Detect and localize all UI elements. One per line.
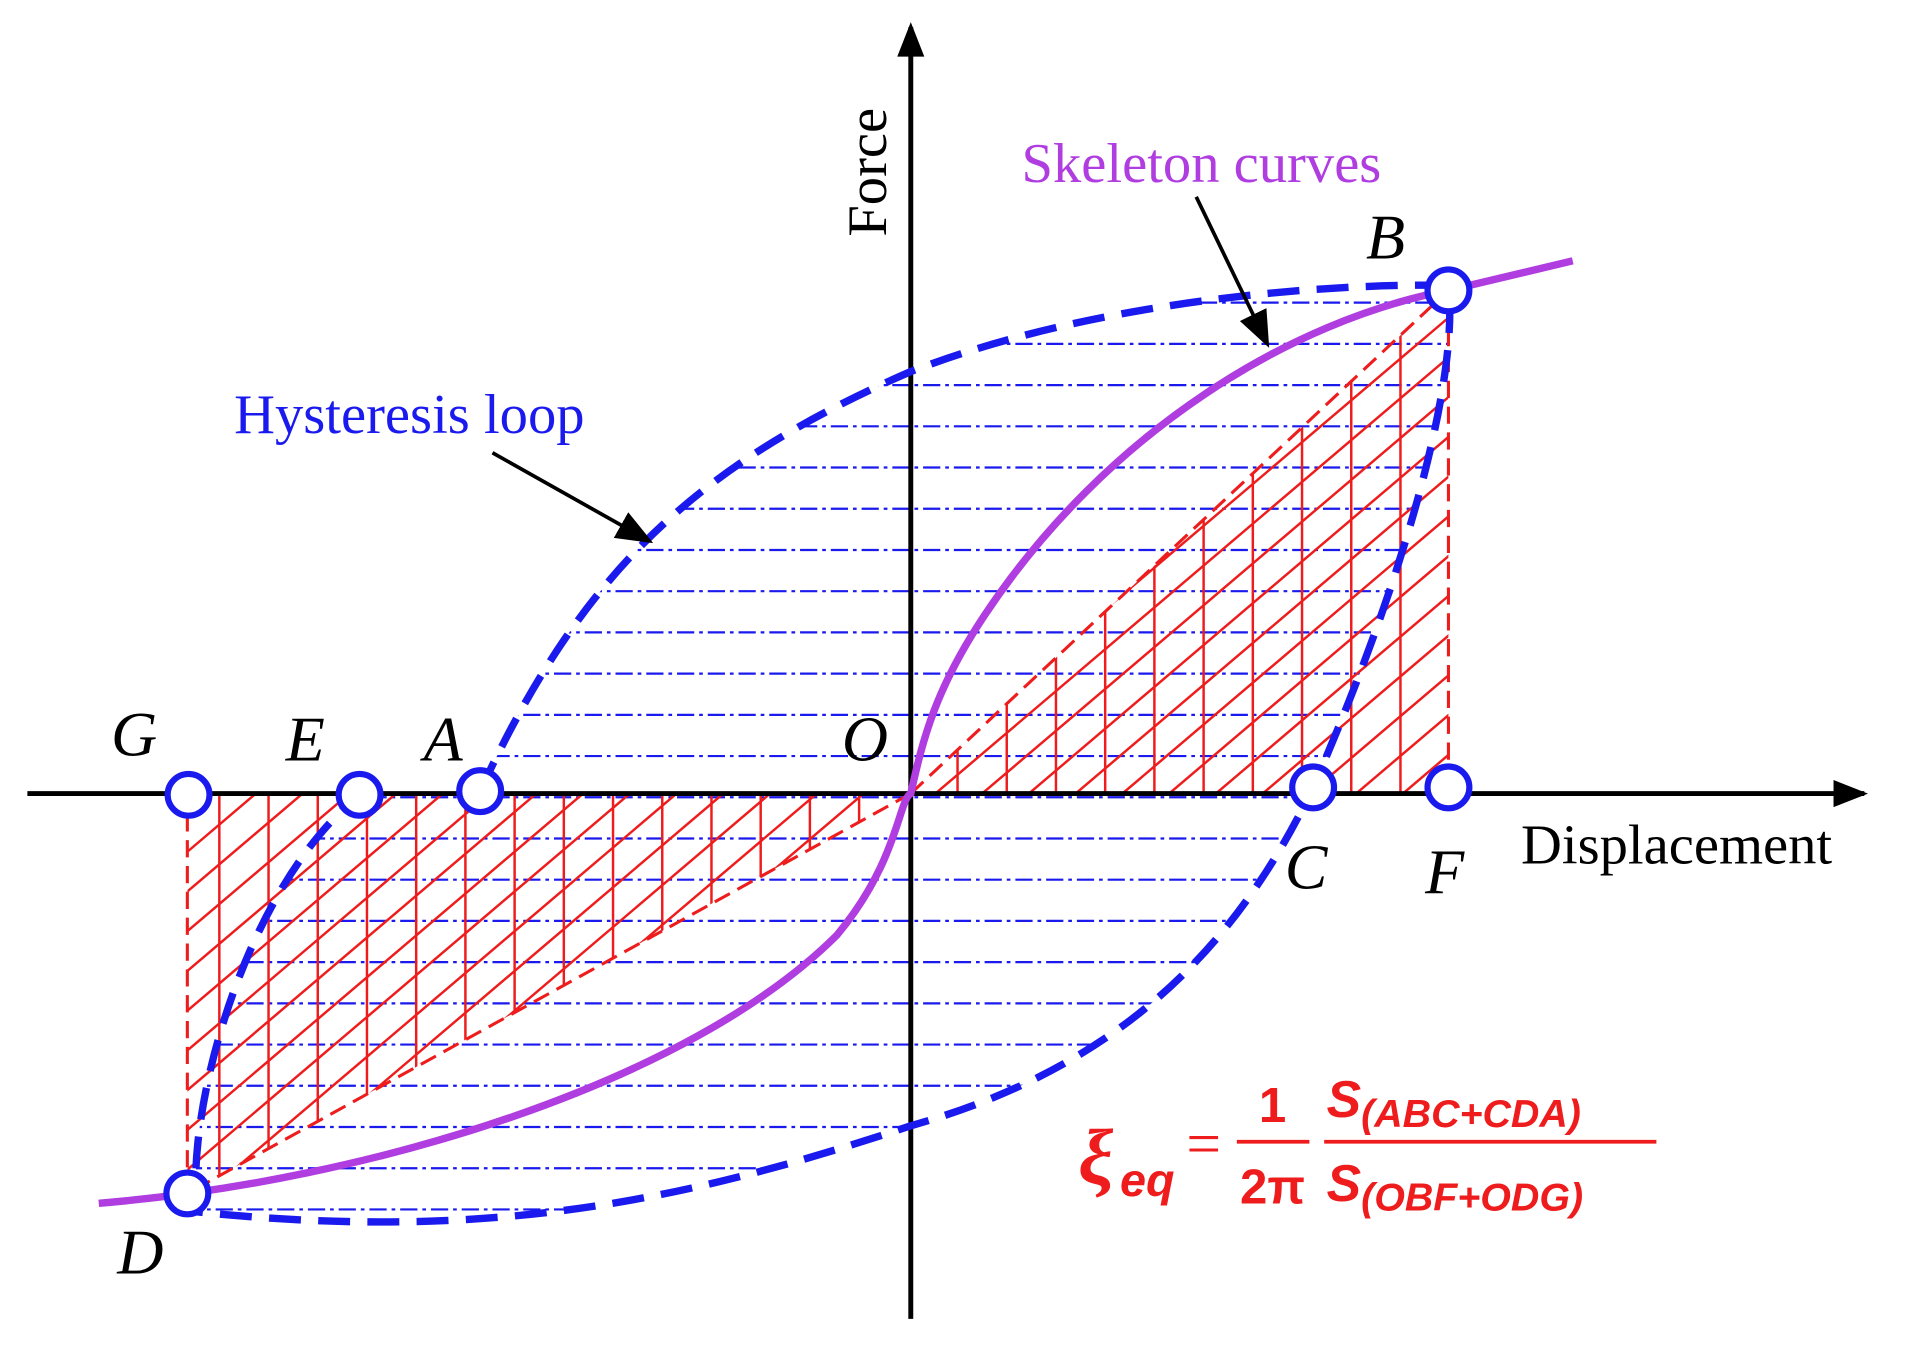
hatch-line: [0, 707, 170, 1230]
hatch-line: [234, 271, 849, 794]
denominator-sub: (OBF+ODG): [1361, 1176, 1583, 1220]
point-f: [1424, 763, 1473, 812]
hatch-line: [1028, 290, 1449, 794]
formula-numerator: S(ABC+CDA): [1327, 1070, 1581, 1136]
point-label: O: [842, 703, 888, 774]
x-arrow: [1833, 780, 1868, 808]
hatch-line: [958, 707, 1573, 1230]
point-label: G: [111, 698, 157, 769]
point-label: B: [1366, 201, 1405, 272]
denominator-s: S: [1327, 1154, 1361, 1212]
formula-equals: =: [1186, 1110, 1221, 1178]
skeleton-curve: [98, 257, 1574, 1207]
hatch-line: [1402, 290, 1449, 794]
y-arrow: [897, 22, 925, 57]
hatch-line: [1450, 271, 1920, 794]
hatch-line: [208, 793, 826, 1194]
point-a: [456, 767, 505, 816]
formula-symbol: ξ: [1078, 1115, 1113, 1202]
hatch-line: [0, 707, 123, 1230]
numerator-sub: (ABC+CDA): [1361, 1092, 1581, 1136]
hatch-line: [1308, 290, 1449, 794]
formula: ξ eq = 1 2π S(ABC+CDA) S(OBF+ODG): [1078, 1070, 1657, 1220]
hatch-line: [1543, 271, 1920, 794]
point-d: [163, 1169, 212, 1218]
hatch-line: [1590, 271, 1920, 794]
hatch-line: [348, 793, 911, 1194]
hatch-line: [187, 793, 639, 1194]
hatch-line: [1355, 290, 1449, 794]
point-label: C: [1285, 831, 1329, 902]
hatch-line: [1074, 290, 1449, 794]
skeleton-label: Skeleton curves: [1022, 133, 1382, 195]
point-g: [164, 770, 213, 819]
hatch-line: [1261, 290, 1449, 794]
formula-subscript: eq: [1120, 1154, 1175, 1206]
x-axis-label: Displacement: [1521, 815, 1832, 877]
hatch-line: [1121, 290, 1449, 794]
hatch-line: [910, 290, 1038, 794]
triangle-odg: [185, 792, 912, 1197]
y-axis-label: Force: [837, 108, 899, 237]
point-c: [1289, 763, 1338, 812]
hatch-line: [442, 793, 911, 1194]
point-label: F: [1424, 836, 1465, 907]
hatch-line: [1168, 290, 1449, 794]
hatch-line: [187, 793, 265, 1194]
hatch-line: [1215, 290, 1449, 794]
hatch-line: [981, 290, 1449, 794]
point-label: D: [116, 1216, 163, 1287]
triangle-obf: [909, 286, 1450, 795]
point-label: A: [420, 703, 464, 774]
point-label: E: [285, 703, 325, 774]
hatch-line: [1496, 271, 1920, 794]
hatch-line: [535, 793, 911, 1194]
point-markers: [163, 266, 1473, 1218]
loop-pointer: [491, 451, 654, 544]
hatch-line: [1051, 707, 1666, 1230]
point-e: [335, 770, 384, 819]
formula-coef-num: 1: [1259, 1078, 1286, 1133]
skeleton-pointer: [1194, 196, 1270, 348]
numerator-s: S: [1327, 1070, 1361, 1128]
loop-label: Hysteresis loop: [234, 384, 584, 446]
formula-coef-den: 2π: [1240, 1159, 1305, 1214]
formula-denominator: S(OBF+ODG): [1327, 1154, 1583, 1220]
point-labels: G E A O B C F D: [111, 201, 1465, 1287]
point-b: [1424, 266, 1473, 315]
